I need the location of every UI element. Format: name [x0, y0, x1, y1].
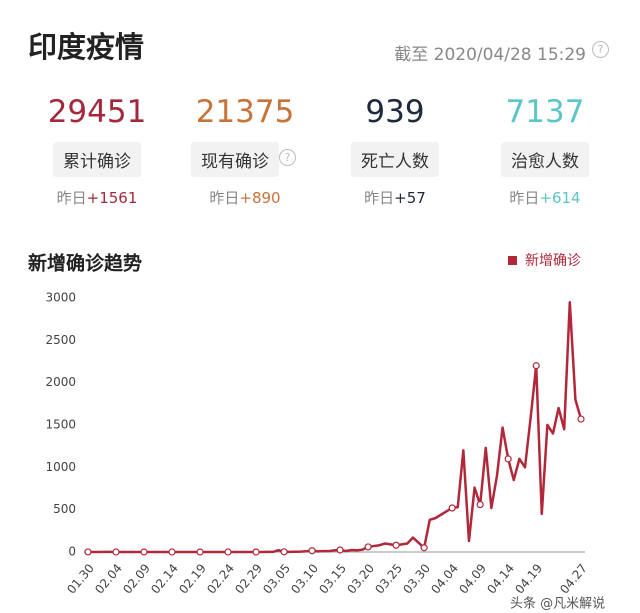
point-marker [252, 548, 260, 556]
stat-value: 21375 [195, 94, 295, 130]
x-tick-label: 04.19 [512, 561, 545, 596]
y-tick-label: 2000 [45, 375, 76, 389]
y-tick-label: 0 [68, 545, 76, 559]
delta-label: 昨日 [509, 189, 540, 207]
legend-label: 新增确诊 [525, 253, 581, 269]
x-tick-label: 02.14 [148, 561, 181, 596]
point-marker [577, 415, 585, 423]
stat-value: 7137 [505, 94, 585, 130]
point-marker [476, 500, 484, 509]
x-tick-label: 02.29 [232, 561, 265, 596]
stat-delta: 昨日+1561 [57, 187, 138, 208]
point-marker [420, 544, 428, 552]
point-marker [532, 362, 540, 370]
x-tick-label: 04.27 [557, 561, 590, 596]
y-tick-label: 3000 [45, 291, 76, 305]
y-tick-label: 2500 [45, 333, 76, 347]
delta-value: +57 [394, 189, 426, 207]
x-tick-label: 03.20 [344, 561, 377, 596]
point-marker [336, 546, 344, 554]
delta-value: +1561 [86, 189, 138, 207]
y-tick-label: 500 [53, 502, 76, 516]
point-marker [364, 543, 372, 551]
stat-delta: 昨日+614 [509, 187, 580, 208]
point-marker [392, 541, 400, 549]
point-marker [504, 455, 512, 463]
x-tick-label: 03.05 [260, 561, 293, 596]
point-marker [196, 548, 204, 556]
x-tick-label: 02.19 [176, 561, 209, 596]
delta-value: +614 [539, 189, 581, 207]
point-marker [168, 548, 176, 556]
stat-label: 死亡人数 [351, 142, 439, 177]
stat-label: 累计确诊 [53, 142, 141, 177]
help-icon[interactable]: ? [592, 41, 609, 58]
x-tick-label: 04.14 [484, 561, 517, 596]
watermark: 头条 @凡米解说 [510, 596, 605, 612]
point-marker [112, 548, 120, 556]
x-tick-label: 01.30 [64, 561, 97, 596]
x-tick-label: 03.25 [372, 561, 405, 596]
help-icon[interactable]: ? [279, 149, 296, 166]
x-tick-label: 02.09 [120, 561, 153, 596]
delta-value: +890 [239, 189, 281, 207]
x-tick-label: 04.09 [456, 561, 489, 596]
point-marker [224, 548, 232, 556]
delta-label: 昨日 [364, 189, 395, 207]
page-title: 印度疫情 [28, 30, 145, 64]
stat-value: 939 [365, 94, 425, 130]
x-tick-label: 02.24 [204, 561, 237, 596]
x-tick-label: 02.04 [92, 561, 125, 596]
x-tick-label: 03.10 [288, 561, 321, 596]
x-tick-label: 04.04 [428, 561, 461, 596]
legend-swatch [508, 256, 517, 265]
y-tick-label: 1000 [45, 460, 76, 474]
stat-value: 29451 [47, 94, 147, 130]
point-marker [84, 548, 92, 556]
stat-label: 现有确诊 [191, 142, 279, 177]
x-tick-label: 03.15 [316, 561, 349, 596]
stat-delta: 昨日+890 [209, 187, 280, 208]
point-marker [140, 548, 148, 556]
y-tick-label: 1500 [45, 418, 76, 432]
series-line [87, 300, 583, 554]
delta-label: 昨日 [56, 189, 87, 207]
point-marker [308, 547, 316, 555]
stat-label: 治愈人数 [501, 142, 589, 177]
point-marker [448, 504, 456, 512]
x-tick-label: 03.30 [400, 561, 433, 596]
chart-title: 新增确诊趋势 [28, 252, 142, 275]
stat-delta: 昨日+57 [364, 187, 426, 208]
timestamp: 截至 2020/04/28 15:29 [394, 45, 586, 65]
delta-label: 昨日 [209, 189, 240, 207]
point-marker [280, 548, 288, 556]
